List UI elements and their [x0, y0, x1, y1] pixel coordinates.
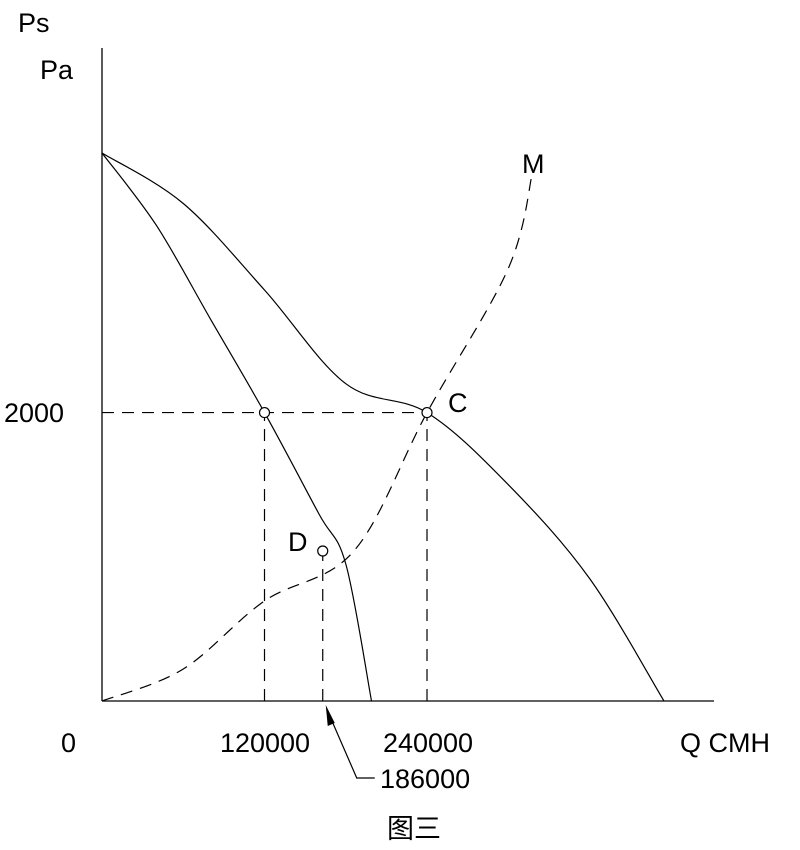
series-label-M: M: [522, 149, 545, 179]
x-tick-label-120000: 120000: [220, 728, 310, 758]
curves: [101, 152, 665, 702]
x-tick-label-240000: 240000: [383, 728, 473, 758]
x-axis-label: Q CMH: [680, 728, 770, 758]
y-tick-label-2000: 2000: [4, 398, 64, 428]
guide-lines: [102, 411, 428, 701]
point-markers: [258, 406, 433, 557]
point-marker-D: [317, 545, 329, 557]
axes: [101, 48, 714, 702]
point-marker-unlabeled-2: [258, 406, 271, 419]
y-axis-label-line2: Pa: [40, 55, 74, 85]
figure-caption: 图三: [387, 814, 441, 845]
callout-leader-line: [326, 708, 375, 779]
fan-curve-outer: [101, 152, 665, 702]
system-curve-M: [101, 171, 534, 702]
callout-arrowhead: [325, 705, 335, 726]
point-label-D: D: [288, 527, 308, 557]
callout-label-186000: 186000: [380, 764, 470, 794]
y-axis-label-line1: Ps: [18, 8, 50, 38]
fan-curve-inner: [101, 152, 373, 702]
callout-186000: [325, 705, 375, 779]
origin-label: 0: [61, 728, 76, 758]
point-label-C: C: [448, 388, 468, 418]
point-marker-C: [421, 406, 433, 419]
